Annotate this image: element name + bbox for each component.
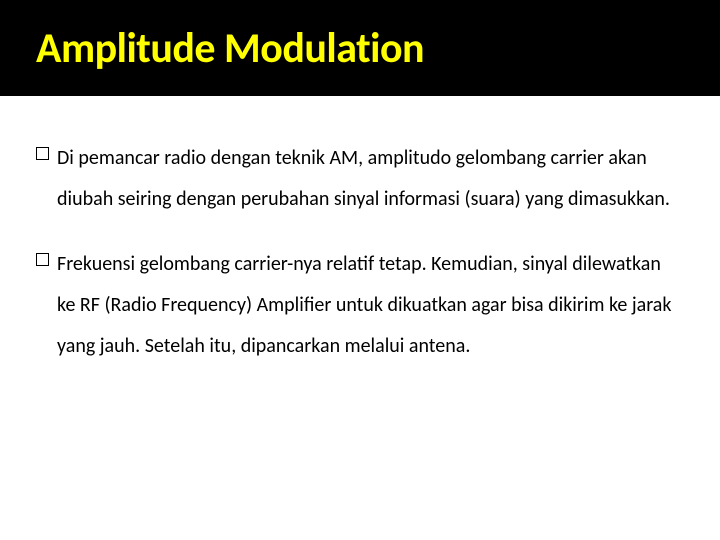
bullet-marker-icon: [36, 147, 49, 160]
bullet-item: Di pemancar radio dengan teknik AM, ampl…: [36, 138, 674, 220]
bullet-item: Frekuensi gelombang carrier-nya relatif …: [36, 244, 674, 367]
slide-content: Di pemancar radio dengan teknik AM, ampl…: [0, 96, 720, 367]
bullet-marker-icon: [36, 253, 49, 266]
bullet-text: Di pemancar radio dengan teknik AM, ampl…: [57, 138, 674, 220]
title-band: Amplitude Modulation: [0, 0, 720, 96]
slide-title: Amplitude Modulation: [36, 23, 424, 74]
bullet-text: Frekuensi gelombang carrier-nya relatif …: [57, 244, 674, 367]
